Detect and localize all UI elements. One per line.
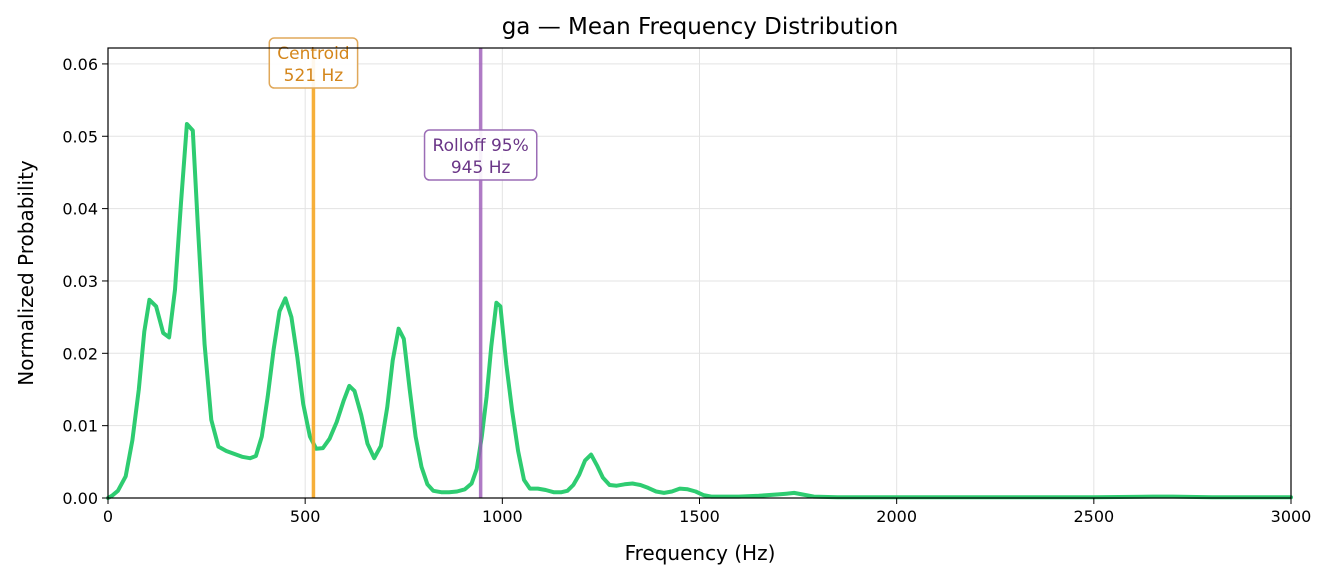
rolloff-annotation: Rolloff 95%945 Hz: [423, 129, 538, 181]
annotation-value: 945 Hz: [451, 158, 511, 178]
y-tick-label: 0.00: [62, 489, 98, 508]
y-tick-label: 0.04: [62, 200, 98, 219]
y-tick-label: 0.05: [62, 127, 98, 146]
x-tick-label: 2000: [876, 507, 917, 526]
series-layer: [106, 122, 1293, 500]
annotation-label: Rolloff 95%: [433, 136, 529, 156]
y-axis-label: Normalized Probability: [14, 160, 38, 386]
annotation-box: [423, 129, 538, 181]
y-tick-label: 0.03: [62, 272, 98, 291]
x-axis-label: Frequency (Hz): [625, 541, 776, 565]
chart-title: ga — Mean Frequency Distribution: [502, 14, 899, 40]
x-axis-ticks: 0 500 1000 1500 2000 2500 3000: [103, 498, 1311, 526]
annotation-label: Centroid: [277, 44, 349, 64]
annotation-value: 521 Hz: [284, 66, 344, 86]
y-tick-label: 0.01: [62, 417, 98, 436]
y-tick-label: 0.06: [62, 55, 98, 74]
annotation-box: [268, 37, 359, 89]
x-tick-label: 1000: [482, 507, 523, 526]
x-tick-label: 3000: [1271, 507, 1312, 526]
y-axis-ticks: 0.00 0.01 0.02 0.03 0.04 0.05 0.06: [62, 55, 108, 508]
x-tick-label: 1500: [679, 507, 720, 526]
y-tick-label: 0.02: [62, 344, 98, 363]
x-tick-label: 0: [103, 507, 113, 526]
frequency-distribution-line: [106, 122, 1293, 500]
x-tick-label: 500: [290, 507, 321, 526]
x-tick-label: 2500: [1073, 507, 1114, 526]
